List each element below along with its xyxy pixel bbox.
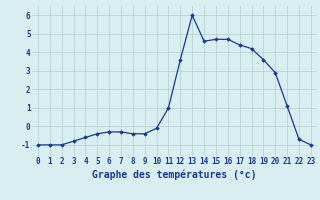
X-axis label: Graphe des températures (°c): Graphe des températures (°c): [92, 169, 257, 180]
